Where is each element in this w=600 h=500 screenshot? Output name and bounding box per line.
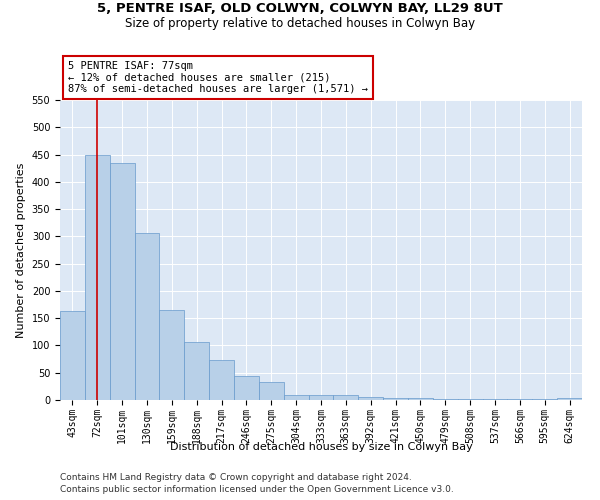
Text: 5, PENTRE ISAF, OLD COLWYN, COLWYN BAY, LL29 8UT: 5, PENTRE ISAF, OLD COLWYN, COLWYN BAY, … [97,2,503,16]
Text: Contains public sector information licensed under the Open Government Licence v3: Contains public sector information licen… [60,485,454,494]
Bar [408,398,433,400]
Bar [60,311,85,400]
Bar [334,394,358,400]
Bar [160,310,184,400]
Bar [557,398,582,400]
Text: 5 PENTRE ISAF: 77sqm
← 12% of detached houses are smaller (215)
87% of semi-deta: 5 PENTRE ISAF: 77sqm ← 12% of detached h… [68,61,368,94]
Bar [134,232,160,400]
Text: Distribution of detached houses by size in Colwyn Bay: Distribution of detached houses by size … [170,442,472,452]
Bar [209,360,234,400]
Bar [184,342,209,400]
Bar [358,398,383,400]
Bar [383,398,408,400]
Bar [85,154,110,400]
Text: Size of property relative to detached houses in Colwyn Bay: Size of property relative to detached ho… [125,18,475,30]
Bar [234,376,259,400]
Bar [259,382,284,400]
Y-axis label: Number of detached properties: Number of detached properties [16,162,26,338]
Text: Contains HM Land Registry data © Crown copyright and database right 2024.: Contains HM Land Registry data © Crown c… [60,472,412,482]
Bar [308,394,334,400]
Bar [284,394,308,400]
Bar [110,162,134,400]
Bar [433,399,458,400]
